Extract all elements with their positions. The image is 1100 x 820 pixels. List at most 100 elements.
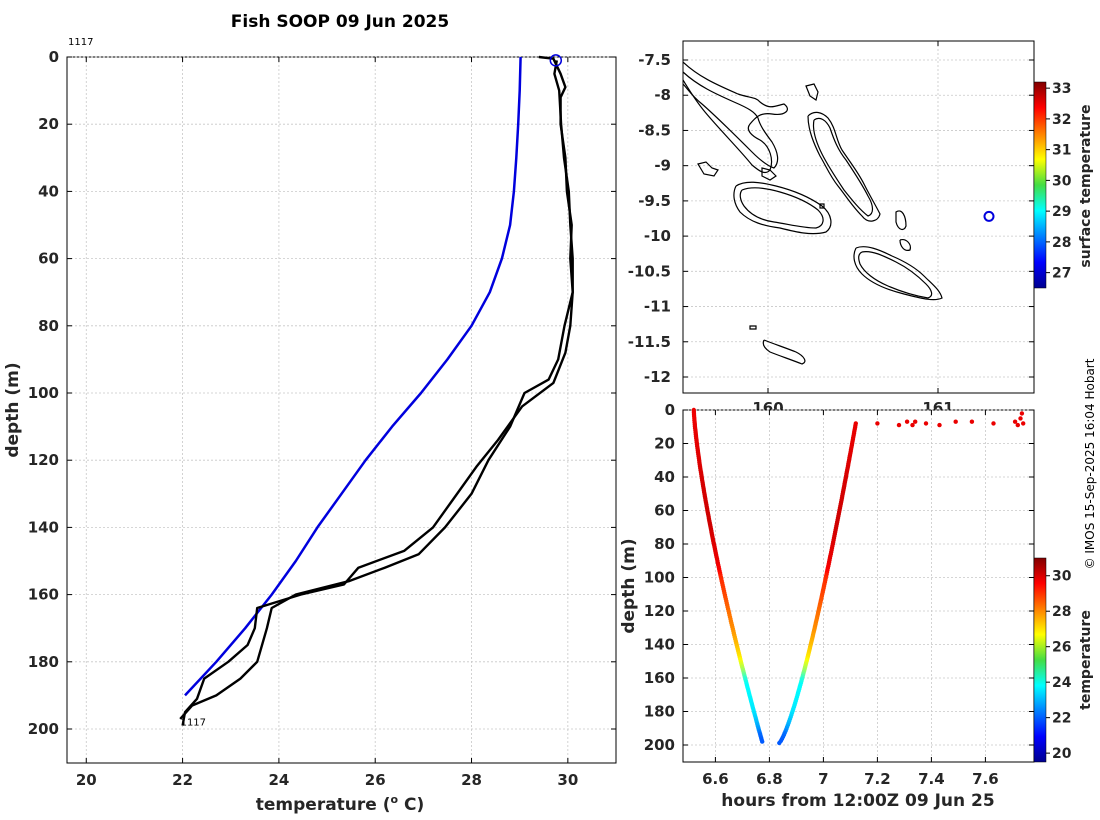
section-xtick-label: 7.4 bbox=[918, 770, 945, 788]
profile-xtick-label: 28 bbox=[461, 771, 482, 789]
section-ytick-label: 180 bbox=[644, 703, 675, 721]
section-xtick-label: 7.6 bbox=[972, 770, 999, 788]
profile-panel: 20 22 24 26 28 30020406080100120140160180200 … bbox=[3, 37, 617, 815]
profile-xtick-label: 20 bbox=[76, 771, 97, 789]
section-ytick-label: 80 bbox=[654, 535, 675, 553]
map-plot-area bbox=[682, 40, 1035, 394]
map-ytick-label: -10.5 bbox=[628, 262, 671, 280]
profile-ytick-label: 20 bbox=[38, 115, 59, 133]
section-ytick-label: 120 bbox=[644, 602, 675, 620]
coast-bellona bbox=[749, 325, 757, 330]
profile-id-bottom: 1117 bbox=[181, 717, 206, 728]
section-surface-point bbox=[1021, 421, 1026, 426]
profile-lines bbox=[179, 54, 574, 726]
map-colorbar-tick-label: 28 bbox=[1052, 235, 1071, 251]
section-ytick-label: 40 bbox=[654, 468, 675, 486]
map-colorbar-ticks: 27 28 29 30 31 32 33 bbox=[1046, 81, 1072, 282]
profile-xlabel: temperature (o C) bbox=[256, 793, 425, 815]
coastlines bbox=[683, 61, 943, 365]
profile-ytick-label: 160 bbox=[28, 586, 59, 604]
credit-text: © IMOS 15-Sep-2025 16:04 Hobart bbox=[1083, 358, 1097, 569]
coast-malaita-n bbox=[895, 210, 907, 231]
map-colorbar bbox=[1033, 81, 1047, 289]
profile-xtick-label: 22 bbox=[172, 771, 193, 789]
coast-makira-inner bbox=[858, 251, 933, 299]
map-ytick-label: -11.5 bbox=[628, 333, 671, 351]
profile-ytick-label: 180 bbox=[28, 653, 59, 671]
section-xtick-label: 7 bbox=[818, 770, 828, 788]
map-ytick-label: -9.5 bbox=[638, 192, 671, 210]
profile-ticks: 20 22 24 26 28 30 0 20 40 60 80 100 120 140 160 180 200 bbox=[28, 48, 616, 789]
profile-ytick-label: 100 bbox=[28, 384, 59, 402]
section-ylabel: depth (m) bbox=[619, 538, 639, 633]
map-colorbar-label: surface temperature bbox=[1078, 104, 1094, 267]
coast-small-isle bbox=[819, 203, 825, 209]
profile-plot-area bbox=[66, 56, 617, 764]
coast-guadalcanal-outer bbox=[733, 181, 832, 235]
map-grid bbox=[683, 41, 1034, 393]
section-colorbar-tick-label: 26 bbox=[1052, 640, 1071, 656]
section-xlabel: hours from 12:00Z 09 Jun 25 bbox=[721, 791, 994, 811]
coast-makira-outer bbox=[853, 246, 943, 301]
section-ytick-label: 60 bbox=[654, 502, 675, 520]
section-surface-point bbox=[1012, 419, 1018, 424]
map-ytick-label: -7.5 bbox=[638, 51, 671, 69]
section-ytick-label: 20 bbox=[654, 435, 675, 453]
profile-xtick-label: 24 bbox=[268, 771, 289, 789]
section-surface-point bbox=[904, 419, 910, 424]
section-ytick-label: 160 bbox=[644, 669, 675, 687]
section-colorbar-ticks: 20 22 24 26 28 30 bbox=[1046, 569, 1072, 762]
profile-ytick-label: 40 bbox=[38, 182, 59, 200]
section-surface-point bbox=[1015, 422, 1020, 428]
coast-isabel-inner bbox=[812, 117, 874, 217]
profile-xtick-label: 30 bbox=[557, 771, 578, 789]
section-colorbar-tick-label: 28 bbox=[1052, 604, 1071, 620]
section-surface-point bbox=[913, 419, 918, 424]
section-colorbar-label: temperature bbox=[1078, 610, 1094, 710]
profile-ylabel: depth (m) bbox=[3, 362, 23, 457]
coast-guadalcanal-inner bbox=[739, 187, 824, 229]
section-surface-point bbox=[991, 421, 996, 426]
profile-ytick-label: 60 bbox=[38, 250, 59, 268]
map-ytick-label: -8.5 bbox=[638, 121, 671, 139]
section-surface-point bbox=[1018, 416, 1023, 421]
coast-ontong bbox=[805, 83, 819, 101]
map-ytick-label: -8 bbox=[654, 86, 671, 104]
section-grid bbox=[683, 409, 1034, 762]
coast-isabel-outer bbox=[807, 111, 881, 222]
map-ytick-label: -12 bbox=[644, 368, 671, 386]
profile-xlabel-degree: o bbox=[391, 793, 399, 806]
section-scatter bbox=[691, 407, 1026, 746]
section-surface-point bbox=[969, 419, 975, 424]
section-ytick-label: 100 bbox=[644, 569, 675, 587]
section-surface-point bbox=[875, 421, 880, 426]
profile-ytick-label: 0 bbox=[49, 48, 59, 66]
series-profile-up bbox=[181, 55, 574, 726]
map-colorbar-tick-label: 30 bbox=[1052, 173, 1072, 189]
profile-xtick-label: 26 bbox=[365, 771, 386, 789]
profile-ytick-label: 120 bbox=[28, 451, 59, 469]
section-surface-point bbox=[1019, 411, 1025, 416]
coast-florida bbox=[761, 167, 777, 181]
profile-grid bbox=[67, 56, 616, 763]
section-xtick-label: 7.2 bbox=[864, 770, 891, 788]
section-xtick-label: 6.6 bbox=[702, 770, 729, 788]
section-xtick-label: 6.8 bbox=[756, 770, 783, 788]
profile-start-marker bbox=[549, 54, 563, 67]
map-ytick-label: -10 bbox=[644, 227, 671, 245]
profile-xlabel-text: temperature ( bbox=[256, 795, 391, 815]
map-colorbar-tick-label: 27 bbox=[1052, 266, 1071, 282]
section-ytick-label: 200 bbox=[644, 736, 675, 754]
map-colorbar-tick-label: 31 bbox=[1052, 143, 1071, 159]
coast-rennell bbox=[762, 339, 806, 365]
coast-shortland-upper bbox=[683, 61, 788, 174]
section-colorbar-tick-label: 30 bbox=[1052, 569, 1072, 585]
figure-title: Fish SOOP 09 Jun 2025 bbox=[231, 12, 449, 32]
map-position-marker bbox=[983, 210, 995, 222]
coast-malaita-small bbox=[899, 239, 911, 251]
profile-ytick-label: 200 bbox=[28, 720, 59, 738]
section-surface-point bbox=[953, 419, 958, 424]
section-colorbar bbox=[1033, 557, 1047, 763]
section-colorbar-tick-label: 22 bbox=[1052, 711, 1071, 727]
